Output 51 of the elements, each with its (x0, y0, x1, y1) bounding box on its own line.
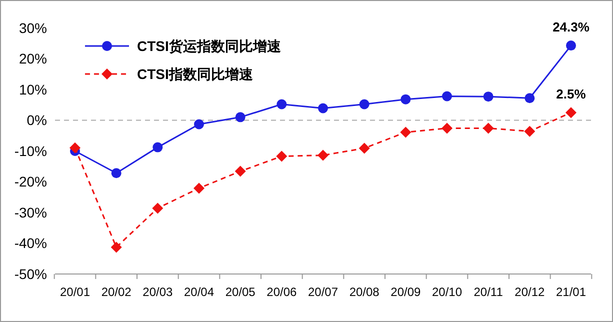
y-tick-label: 30% (18, 20, 47, 36)
point (318, 150, 328, 161)
point (318, 103, 328, 114)
y-tick-label: 20% (18, 50, 47, 67)
y-tick-label: 10% (18, 81, 47, 98)
legend-label: CTSI指数同比增速 (137, 66, 254, 82)
data-label: 2.5% (556, 86, 586, 102)
point (358, 142, 370, 154)
y-tick-label: -10% (14, 142, 47, 159)
point (400, 94, 411, 104)
x-tick-label: 20/11 (474, 285, 504, 299)
point (152, 142, 163, 152)
point (235, 112, 246, 122)
x-tick-label: 20/02 (101, 285, 132, 299)
point (442, 122, 452, 134)
x-tick-label: 20/05 (225, 285, 256, 299)
x-tick-label: 20/09 (390, 285, 422, 299)
x-tick-label: 21/01 (556, 285, 586, 299)
point (194, 119, 204, 130)
x-tick-label: 20/10 (432, 285, 462, 299)
point (566, 40, 576, 51)
y-tick-label: -20% (14, 174, 47, 190)
y-tick-label: 0% (26, 112, 47, 128)
point (111, 168, 122, 178)
x-tick-label: 20/06 (266, 285, 298, 299)
point (566, 107, 576, 118)
data-label: 24.3% (552, 20, 590, 35)
x-tick-label: 20/12 (514, 285, 546, 299)
point (234, 166, 246, 177)
x-tick-label: 20/07 (308, 285, 338, 299)
x-tick-label: 20/08 (349, 285, 380, 299)
y-tick-label: -50% (14, 266, 47, 282)
point (70, 142, 80, 154)
point (359, 99, 370, 110)
point (482, 122, 494, 134)
point (400, 126, 412, 138)
point (524, 93, 535, 104)
point (152, 202, 164, 214)
point (276, 99, 287, 110)
legend-label: CTSI货运指数同比增速 (137, 38, 282, 54)
point (276, 150, 288, 162)
point (194, 182, 204, 194)
point (483, 92, 494, 102)
point (110, 242, 122, 253)
point (524, 126, 536, 137)
point (442, 91, 452, 102)
y-tick-label: -30% (14, 204, 47, 220)
y-tick-label: -40% (14, 235, 47, 252)
x-tick-label: 20/03 (142, 285, 174, 299)
x-tick-label: 20/01 (60, 285, 90, 299)
x-tick-label: 20/04 (184, 285, 214, 299)
